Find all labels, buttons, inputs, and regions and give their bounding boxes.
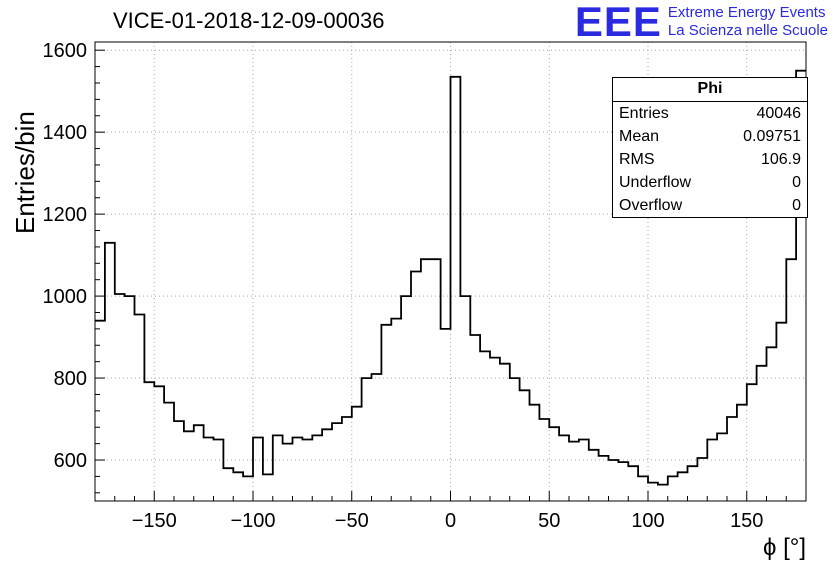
svg-text:150: 150	[730, 510, 763, 532]
stats-label: Entries	[619, 105, 669, 122]
stats-label: Underflow	[619, 174, 692, 191]
stats-value: 106.9	[760, 151, 801, 168]
stats-row-entries: Entries 40046	[613, 102, 807, 125]
svg-text:1000: 1000	[43, 286, 88, 308]
eee-logo-subtitle: Extreme Energy Events La Scienza nelle S…	[668, 4, 828, 40]
svg-text:1400: 1400	[43, 122, 88, 144]
svg-text:800: 800	[54, 368, 87, 390]
stats-box-title: Phi	[613, 78, 807, 102]
svg-text:600: 600	[54, 450, 87, 472]
svg-text:−100: −100	[230, 510, 275, 532]
svg-text:50: 50	[538, 510, 560, 532]
eee-logo-line2: La Scienza nelle Scuole	[667, 22, 828, 39]
stats-row-underflow: Underflow 0	[613, 171, 807, 194]
stats-label: Mean	[619, 128, 660, 145]
eee-logo-line1: Extreme Energy Events	[667, 4, 826, 21]
stats-row-rms: RMS 106.9	[613, 148, 807, 171]
svg-text:−50: −50	[335, 510, 369, 532]
stats-value: 0.09751	[743, 128, 801, 145]
x-axis-title: ϕ [°]	[762, 534, 806, 561]
stats-value: 0	[792, 197, 801, 214]
chart-title: VICE-01-2018-12-09-00036	[113, 8, 385, 33]
svg-text:1200: 1200	[43, 204, 88, 226]
stats-value: 0	[792, 174, 801, 191]
eee-logo-acronym: EEE	[574, 0, 662, 45]
stats-row-overflow: Overflow 0	[613, 194, 807, 217]
eee-logo: EEE Extreme Energy Events La Scienza nel…	[574, 0, 828, 45]
stats-row-mean: Mean 0.09751	[613, 125, 807, 148]
svg-text:100: 100	[631, 510, 664, 532]
stats-value: 40046	[756, 105, 802, 122]
stats-label: RMS	[619, 151, 655, 168]
stats-label: Overflow	[619, 197, 683, 214]
svg-text:−150: −150	[132, 510, 177, 532]
svg-text:1600: 1600	[43, 40, 88, 62]
stats-box: Phi Entries 40046 Mean 0.09751 RMS 106.9…	[612, 77, 808, 218]
svg-text:0: 0	[445, 510, 456, 532]
